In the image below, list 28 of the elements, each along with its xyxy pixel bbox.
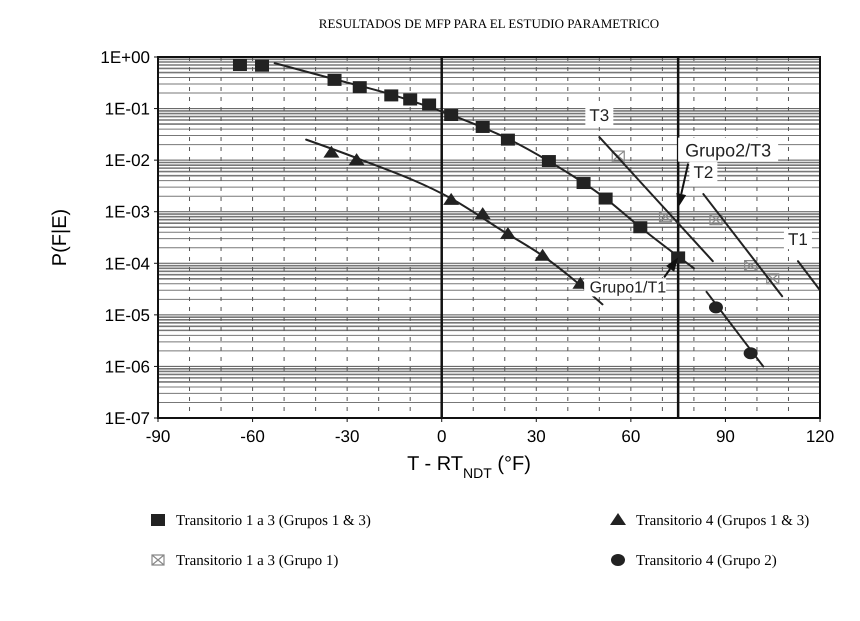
series-label: T1 <box>788 230 808 250</box>
x-tick-label: 30 <box>526 427 546 446</box>
legend-label: Transitorio 1 a 3 (Grupo 1) <box>176 553 338 569</box>
x-tick-label: 120 <box>806 427 834 446</box>
x-tick-label: -30 <box>334 427 360 446</box>
x-tick-label: -60 <box>240 427 265 446</box>
y-tick-label: 1E+00 <box>100 48 150 67</box>
series-label: T2 <box>693 163 714 182</box>
y-tick-label: 1E-04 <box>104 254 150 274</box>
y-tick-label: 1E-01 <box>104 100 150 119</box>
legend-label: Transitorio 1 a 3 (Grupos 1 & 3) <box>176 513 371 529</box>
x-tick-label: 90 <box>716 427 735 446</box>
x-tick-label: 60 <box>621 427 640 446</box>
y-axis-title: P(F|E) <box>49 208 71 266</box>
legend-label: Transitorio 4 (Grupos 1 & 3) <box>636 513 810 529</box>
y-tick-label: 1E-07 <box>104 409 150 428</box>
annotation: Grupo1/T1 <box>590 279 666 296</box>
y-tick-label: 1E-05 <box>104 306 150 325</box>
y-tick-label: 1E-06 <box>104 357 150 376</box>
x-tick-label: -90 <box>146 427 170 446</box>
legend-label: Transitorio 4 (Grupo 2) <box>636 553 777 569</box>
y-tick-label: 1E-03 <box>104 202 150 222</box>
series-label: T3 <box>589 106 610 126</box>
annotation: Grupo2/T3 <box>685 140 772 161</box>
x-axis-title: T - RT$_{NDT}$(°F) <box>407 453 531 481</box>
y-tick-label: 1E-02 <box>104 151 150 170</box>
x-tick-label: 0 <box>436 427 446 446</box>
chart-title: RESULTADOS DE MFP PARA EL ESTUDIO PARAMETRICO <box>318 16 660 31</box>
